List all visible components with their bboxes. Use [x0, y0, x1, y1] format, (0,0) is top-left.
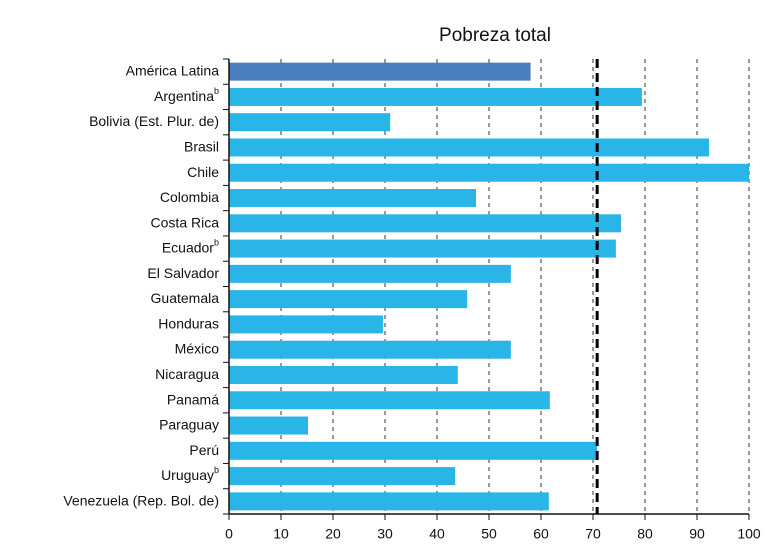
x-tick-label: 90 — [689, 526, 705, 542]
category-name: Ecuador — [162, 239, 214, 255]
y-tick-label: Chile — [187, 163, 219, 179]
y-tick-label: América Latina — [126, 62, 220, 78]
category-name: Panamá — [167, 391, 219, 407]
y-tick-label: Guatemala — [151, 290, 220, 306]
category-name: Colombia — [160, 189, 219, 205]
category-name: Perú — [189, 442, 219, 458]
bar — [229, 214, 622, 233]
y-tick-label: Colombia — [160, 189, 219, 205]
y-tick-label: Costa Rica — [151, 214, 220, 230]
category-name: Argentina — [154, 88, 214, 104]
bar — [229, 264, 511, 283]
bar — [229, 87, 642, 106]
bar — [229, 163, 749, 182]
category-name: Bolivia (Est. Plur. de) — [89, 113, 219, 129]
category-name: Paraguay — [159, 416, 219, 432]
y-tick-label: Perú — [189, 442, 219, 458]
category-name: Guatemala — [151, 290, 220, 306]
x-tick-label: 0 — [225, 526, 233, 542]
category-name: Nicaragua — [155, 366, 219, 382]
x-tick-label: 80 — [637, 526, 653, 542]
x-tick-label: 60 — [533, 526, 549, 542]
y-tick-label: Ecuadorb — [162, 238, 219, 255]
y-tick-label: Bolivia (Est. Plur. de) — [89, 113, 219, 129]
category-name: México — [175, 340, 220, 356]
x-tick-label: 40 — [429, 526, 445, 542]
x-tick-label: 20 — [325, 526, 341, 542]
y-tick-label: Panamá — [167, 391, 219, 407]
y-tick-label: Argentinab — [154, 86, 219, 103]
category-name: Honduras — [158, 315, 219, 331]
y-tick-label: Honduras — [158, 315, 219, 331]
x-tick-label: 30 — [377, 526, 393, 542]
y-tick-label: Venezuela (Rep. Bol. de) — [63, 492, 219, 508]
category-note: b — [214, 238, 219, 248]
bar — [229, 492, 549, 511]
bar — [229, 138, 709, 157]
bar — [229, 416, 309, 435]
bar — [229, 441, 598, 460]
bar — [229, 239, 616, 258]
category-note: b — [214, 86, 219, 96]
x-tick-label: 70 — [585, 526, 601, 542]
bar — [229, 62, 531, 81]
bar — [229, 391, 550, 410]
x-tick-label: 10 — [273, 526, 289, 542]
chart-title: Pobreza total — [439, 25, 551, 46]
y-tick-label: Uruguayb — [161, 465, 219, 482]
y-tick-label: Paraguay — [159, 416, 219, 432]
x-tick-label: 100 — [737, 526, 761, 542]
category-name: Venezuela (Rep. Bol. de) — [63, 492, 219, 508]
category-name: Chile — [187, 163, 219, 179]
category-name: Uruguay — [161, 467, 214, 483]
bar — [229, 467, 456, 486]
x-tick-label: 50 — [481, 526, 497, 542]
bar — [229, 290, 468, 309]
bar — [229, 113, 391, 132]
y-tick-label: Nicaragua — [155, 366, 219, 382]
category-note: b — [214, 465, 219, 475]
y-tick-label: El Salvador — [147, 265, 219, 281]
bar — [229, 315, 383, 334]
bar — [229, 365, 458, 384]
bar — [229, 189, 476, 208]
y-tick-label: México — [175, 340, 220, 356]
category-name: América Latina — [126, 62, 220, 78]
bar — [229, 340, 511, 359]
category-name: Brasil — [184, 138, 219, 154]
category-name: El Salvador — [147, 265, 219, 281]
category-name: Costa Rica — [151, 214, 220, 230]
y-tick-label: Brasil — [184, 138, 219, 154]
